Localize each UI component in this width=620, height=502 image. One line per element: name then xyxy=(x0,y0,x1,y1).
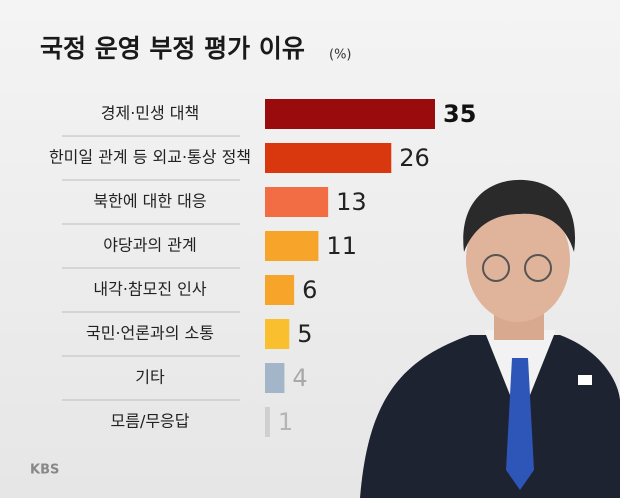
bar xyxy=(265,275,295,305)
source-logo: KBS xyxy=(30,463,59,478)
category-label: 북한에 대한 대응 xyxy=(93,192,206,211)
category-label: 국민·언론과의 소통 xyxy=(86,324,214,343)
value-label: 6 xyxy=(302,276,317,304)
bar xyxy=(265,319,290,349)
bar xyxy=(265,231,319,261)
value-label: 26 xyxy=(399,144,430,172)
portrait xyxy=(360,179,620,498)
value-label: 4 xyxy=(292,364,307,392)
value-label: 5 xyxy=(297,320,312,348)
value-label: 13 xyxy=(336,188,367,216)
chart-title: 국정 운영 부정 평가 이유 xyxy=(40,34,305,63)
bar xyxy=(265,363,285,393)
category-label: 한미일 관계 등 외교·통상 정책 xyxy=(49,148,251,167)
bar xyxy=(265,99,435,129)
bar xyxy=(265,187,329,217)
category-label: 야당과의 관계 xyxy=(103,236,196,255)
category-label: 모름/무응답 xyxy=(111,412,190,431)
value-label: 35 xyxy=(443,100,476,128)
bar xyxy=(265,143,392,173)
value-label: 1 xyxy=(278,408,293,436)
category-label: 경제·민생 대책 xyxy=(101,104,200,123)
category-label: 기타 xyxy=(135,368,165,387)
value-label: 11 xyxy=(326,232,357,260)
category-label: 내각·참모진 인사 xyxy=(93,280,206,299)
unit-label: (%) xyxy=(329,48,352,63)
bar xyxy=(265,407,270,437)
